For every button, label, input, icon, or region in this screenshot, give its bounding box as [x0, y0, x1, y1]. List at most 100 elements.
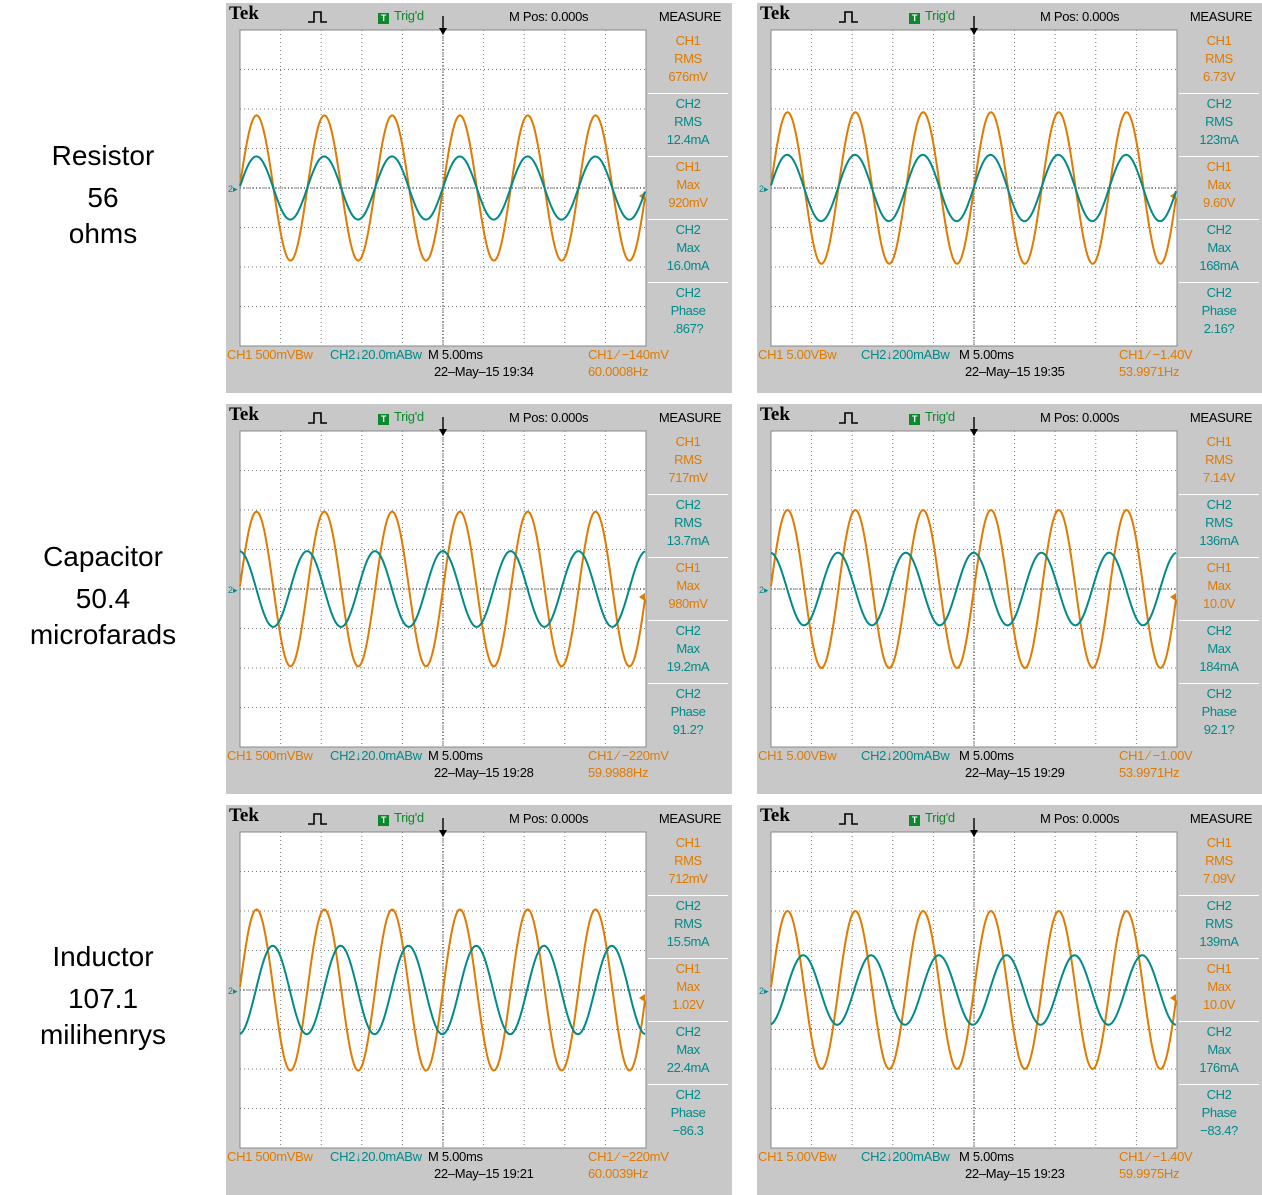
row-label-value: 107.1	[67, 983, 139, 1014]
row-label-name: Inductor	[52, 941, 154, 972]
datetime: 22–May–15 19:29	[965, 765, 1065, 780]
waveform-ch2	[770, 153, 1177, 223]
trigger-status-label: Trig'd	[394, 8, 424, 23]
measurement-box: CH2 Max 168mA	[1175, 219, 1262, 275]
measurement-divider	[648, 156, 728, 157]
scope-display: 2▸	[226, 3, 732, 393]
measurement-divider	[648, 895, 728, 896]
waveform-ch1	[239, 908, 646, 1072]
ch2-ground-marker: 2▸	[759, 184, 769, 194]
measurement-value: 16.0mA	[666, 258, 710, 273]
measure-menu-title: MEASURE	[1189, 811, 1253, 826]
measurement-value: 12.4mA	[666, 132, 710, 147]
trigger-status: T Trig'd	[909, 9, 955, 24]
measurement-ch: CH2	[675, 497, 701, 512]
measurement-box: CH2 RMS 12.4mA	[644, 93, 732, 149]
measurement-ch: CH1	[675, 560, 701, 575]
measurement-type: RMS	[1205, 452, 1233, 467]
measurement-value: 676mV	[668, 69, 708, 84]
trigger-frequency: 59.9975Hz	[1119, 1166, 1180, 1181]
ch2-ground-marker: 2▸	[228, 585, 238, 595]
measurement-type: Phase	[1201, 704, 1237, 719]
measurement-type: Max	[676, 641, 700, 656]
measurement-type: Max	[1207, 240, 1231, 255]
trigger-status: T Trig'd	[378, 9, 424, 24]
trigger-position-marker	[970, 28, 978, 35]
measurement-box: CH1 Max 10.0V	[1175, 557, 1262, 613]
measurement-divider	[1179, 282, 1259, 283]
trigger-status: T Trig'd	[909, 811, 955, 826]
measurement-ch: CH2	[675, 96, 701, 111]
ch2-scale: CH2↓200mABw	[861, 347, 950, 362]
measurement-type: Max	[1207, 641, 1231, 656]
measurement-ch: CH2	[675, 222, 701, 237]
measurement-ch: CH1	[1206, 434, 1232, 449]
horizontal-position: M Pos: 0.000s	[1040, 811, 1120, 826]
trigger-status: T Trig'd	[378, 811, 424, 826]
measurement-type: Max	[676, 240, 700, 255]
measurement-box: CH1 RMS 717mV	[644, 433, 732, 487]
ch1-scale: CH1 500mVBw	[227, 748, 313, 763]
measurement-ch: CH2	[1206, 898, 1232, 913]
measure-menu-title: MEASURE	[1189, 410, 1253, 425]
waveform-ch1	[770, 909, 1177, 1071]
measurement-value: 9.60V	[1203, 195, 1235, 210]
measurement-divider	[1179, 93, 1259, 94]
timebase: M 5.00ms	[428, 748, 483, 763]
ch2-scale: CH2↓20.0mABw	[330, 748, 422, 763]
trigger-level: CH1 ∕ −1.40V	[1119, 347, 1193, 362]
measurement-divider	[648, 683, 728, 684]
measurement-ch: CH2	[1206, 96, 1232, 111]
measurement-divider	[648, 494, 728, 495]
measurement-value: 6.73V	[1203, 69, 1235, 84]
waveform-ch1	[770, 508, 1177, 670]
measurement-value: 920mV	[668, 195, 708, 210]
measurement-type: RMS	[674, 51, 702, 66]
measurement-type: Max	[676, 177, 700, 192]
horizontal-position: M Pos: 0.000s	[509, 410, 589, 425]
trigger-level-marker	[639, 994, 645, 1002]
measurement-value: −83.4?	[1200, 1123, 1238, 1138]
measurement-divider	[648, 557, 728, 558]
measurement-value: 92.1?	[1203, 722, 1235, 737]
measurement-box: CH2 RMS 15.5mA	[644, 895, 732, 951]
horizontal-position: M Pos: 0.000s	[1040, 9, 1120, 24]
measurement-type: RMS	[674, 853, 702, 868]
trigger-level: CH1 ∕ −1.00V	[1119, 748, 1193, 763]
acquire-pulse-icon	[839, 11, 858, 23]
trigger-level-marker	[1170, 994, 1176, 1002]
measurement-ch: CH2	[1206, 497, 1232, 512]
trigger-position-marker	[970, 830, 978, 837]
measurement-box: CH2 RMS 13.7mA	[644, 494, 732, 550]
measurement-value: 712mV	[668, 871, 708, 886]
measurement-divider	[1179, 156, 1259, 157]
measurement-ch: CH1	[675, 835, 701, 850]
trigger-status-icon: T	[909, 414, 920, 425]
measurement-value: 13.7mA	[666, 533, 710, 548]
measurement-divider	[1179, 958, 1259, 959]
row-label-name: Capacitor	[43, 541, 163, 572]
measurement-box: CH1 Max 9.60V	[1175, 156, 1262, 212]
measurement-ch: CH2	[675, 1024, 701, 1039]
measurement-ch: CH1	[675, 159, 701, 174]
row-label-resistor: Resistor 56 ohms	[0, 138, 206, 252]
ch2-scale: CH2↓200mABw	[861, 748, 950, 763]
ch1-scale: CH1 5.00VBw	[758, 347, 837, 362]
trigger-status-icon: T	[909, 815, 920, 826]
measurement-type: RMS	[674, 916, 702, 931]
ch1-scale: CH1 500mVBw	[227, 347, 313, 362]
measurement-ch: CH2	[1206, 1087, 1232, 1102]
measurement-box: CH2 Phase .867?	[644, 282, 732, 338]
measurement-ch: CH2	[1206, 623, 1232, 638]
ch2-ground-marker: 2▸	[759, 986, 769, 996]
measurement-value: 10.0V	[1203, 596, 1235, 611]
measurement-box: CH2 Phase −83.4?	[1175, 1084, 1262, 1140]
row-label-inductor: Inductor 107.1 milihenrys	[0, 939, 206, 1053]
measurement-box: CH2 Max 16.0mA	[644, 219, 732, 275]
measurement-divider	[648, 282, 728, 283]
row-label-capacitor: Capacitor 50.4 microfarads	[0, 539, 206, 653]
trigger-status-label: Trig'd	[394, 810, 424, 825]
oscilloscope-screen: 2▸ Tek T Trig'd M Pos: 0.000s MEASURE CH1 RMS 67…	[226, 3, 732, 393]
horizontal-position: M Pos: 0.000s	[1040, 410, 1120, 425]
trigger-position-marker	[970, 429, 978, 436]
